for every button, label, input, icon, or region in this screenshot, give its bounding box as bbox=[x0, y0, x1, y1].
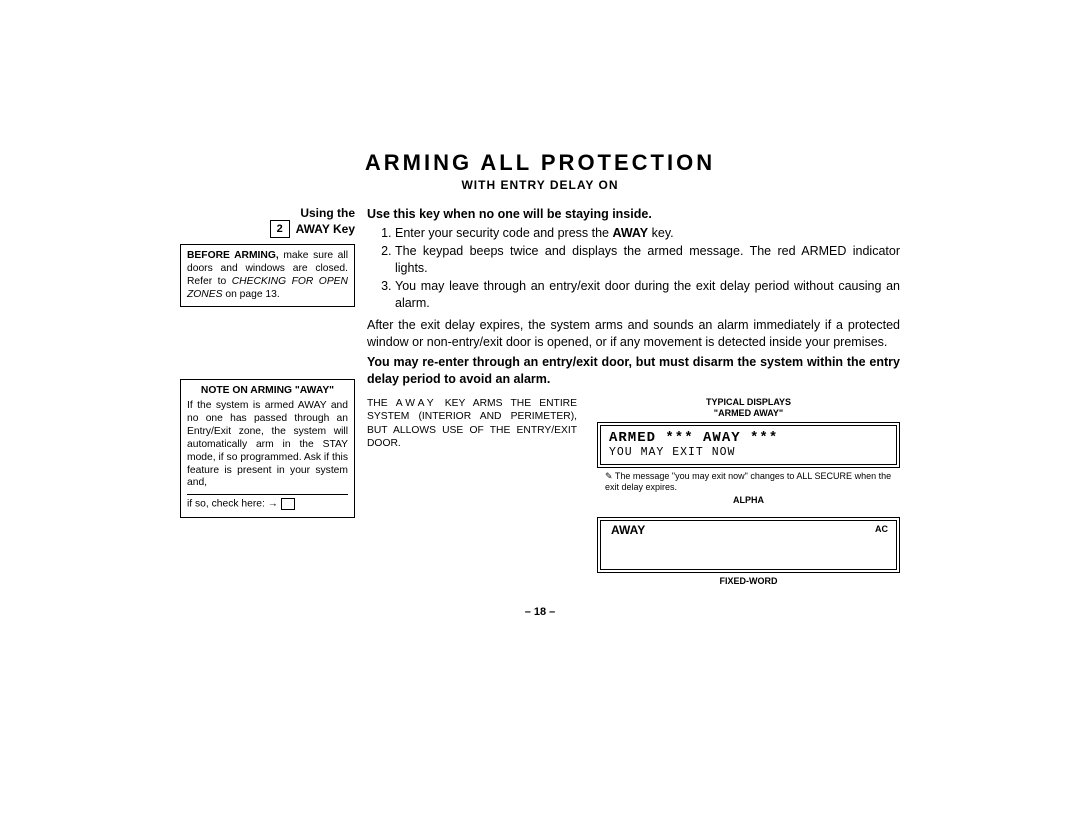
using-label: Using the bbox=[180, 206, 355, 220]
lower-left-text: THE AWAY KEY ARMS THE ENTIRE SYSTEM (INT… bbox=[367, 397, 577, 588]
alpha-note-text: The message "you may exit now" changes t… bbox=[605, 471, 891, 492]
page-title: ARMING ALL PROTECTION bbox=[180, 150, 900, 176]
key-number-box: 2 bbox=[270, 220, 290, 238]
pen-icon: ✎ bbox=[605, 471, 615, 481]
alpha-display: ARMED *** AWAY *** YOU MAY EXIT NOW bbox=[597, 422, 900, 469]
step1-pre: Enter your security code and press the bbox=[395, 226, 612, 240]
bold-paragraph: You may re-enter through an entry/exit d… bbox=[367, 354, 900, 387]
alpha-line1: ARMED *** AWAY *** bbox=[609, 430, 888, 447]
alpha-line2: YOU MAY EXIT NOW bbox=[609, 446, 888, 460]
fixed-word-display: AWAY AC bbox=[597, 517, 900, 573]
step-2: The keypad beeps twice and displays the … bbox=[395, 243, 900, 276]
after-paragraph: After the exit delay expires, the system… bbox=[367, 317, 900, 350]
step2-text: The keypad beeps twice and displays the … bbox=[395, 244, 900, 275]
note-check-row: if so, check here: → bbox=[187, 494, 348, 512]
fixed-away: AWAY bbox=[611, 523, 645, 539]
typical-displays-title: TYPICAL DISPLAYS "ARMED AWAY" bbox=[597, 397, 900, 419]
lower-section: THE AWAY KEY ARMS THE ENTIRE SYSTEM (INT… bbox=[367, 397, 900, 588]
typ-l1: TYPICAL DISPLAYS bbox=[706, 397, 791, 407]
checkbox-icon[interactable] bbox=[281, 498, 295, 510]
alpha-note: ✎ The message "you may exit now" changes… bbox=[605, 471, 900, 493]
note-title: NOTE ON ARMING "AWAY" bbox=[187, 385, 348, 398]
page-subtitle: WITH ENTRY DELAY ON bbox=[180, 178, 900, 192]
step-3: You may leave through an entry/exit door… bbox=[395, 278, 900, 311]
ll-away: AWAY bbox=[396, 398, 437, 409]
right-column: Use this key when no one will be staying… bbox=[355, 206, 900, 588]
alpha-label: ALPHA bbox=[597, 495, 900, 507]
fixed-ac: AC bbox=[875, 524, 888, 536]
lower-right-displays: TYPICAL DISPLAYS "ARMED AWAY" ARMED *** … bbox=[597, 397, 900, 588]
step1-bold: AWAY bbox=[612, 226, 648, 240]
fixed-label: FIXED-WORD bbox=[597, 576, 900, 588]
key-row: 2 AWAY Key bbox=[180, 220, 355, 238]
instruction-lead: Use this key when no one will be staying… bbox=[367, 206, 900, 223]
two-column-layout: Using the 2 AWAY Key BEFORE ARMING, make… bbox=[180, 206, 900, 588]
using-the-key-block: Using the 2 AWAY Key bbox=[180, 206, 355, 238]
left-column: Using the 2 AWAY Key BEFORE ARMING, make… bbox=[180, 206, 355, 530]
step3-text: You may leave through an entry/exit door… bbox=[395, 279, 900, 310]
ll-1: THE bbox=[367, 398, 396, 409]
spacer bbox=[180, 319, 355, 379]
step-1: Enter your security code and press the A… bbox=[395, 225, 900, 242]
note-check-text: if so, check here: → bbox=[187, 499, 278, 510]
manual-page: ARMING ALL PROTECTION WITH ENTRY DELAY O… bbox=[180, 150, 900, 618]
step1-post: key. bbox=[648, 226, 673, 240]
typ-l2: "ARMED AWAY" bbox=[714, 408, 783, 418]
before-arming-lead: BEFORE ARMING, bbox=[187, 250, 279, 261]
instruction-steps: Enter your security code and press the A… bbox=[367, 225, 900, 312]
before-arming-box: BEFORE ARMING, make sure all doors and w… bbox=[180, 244, 355, 307]
note-body: If the system is armed AWAY and no one h… bbox=[187, 400, 348, 488]
before-arming-text2: on page 13. bbox=[222, 289, 279, 300]
note-arming-away-box: NOTE ON ARMING "AWAY" If the system is a… bbox=[180, 379, 355, 517]
page-number: – 18 – bbox=[180, 606, 900, 618]
key-name: AWAY Key bbox=[296, 222, 355, 236]
